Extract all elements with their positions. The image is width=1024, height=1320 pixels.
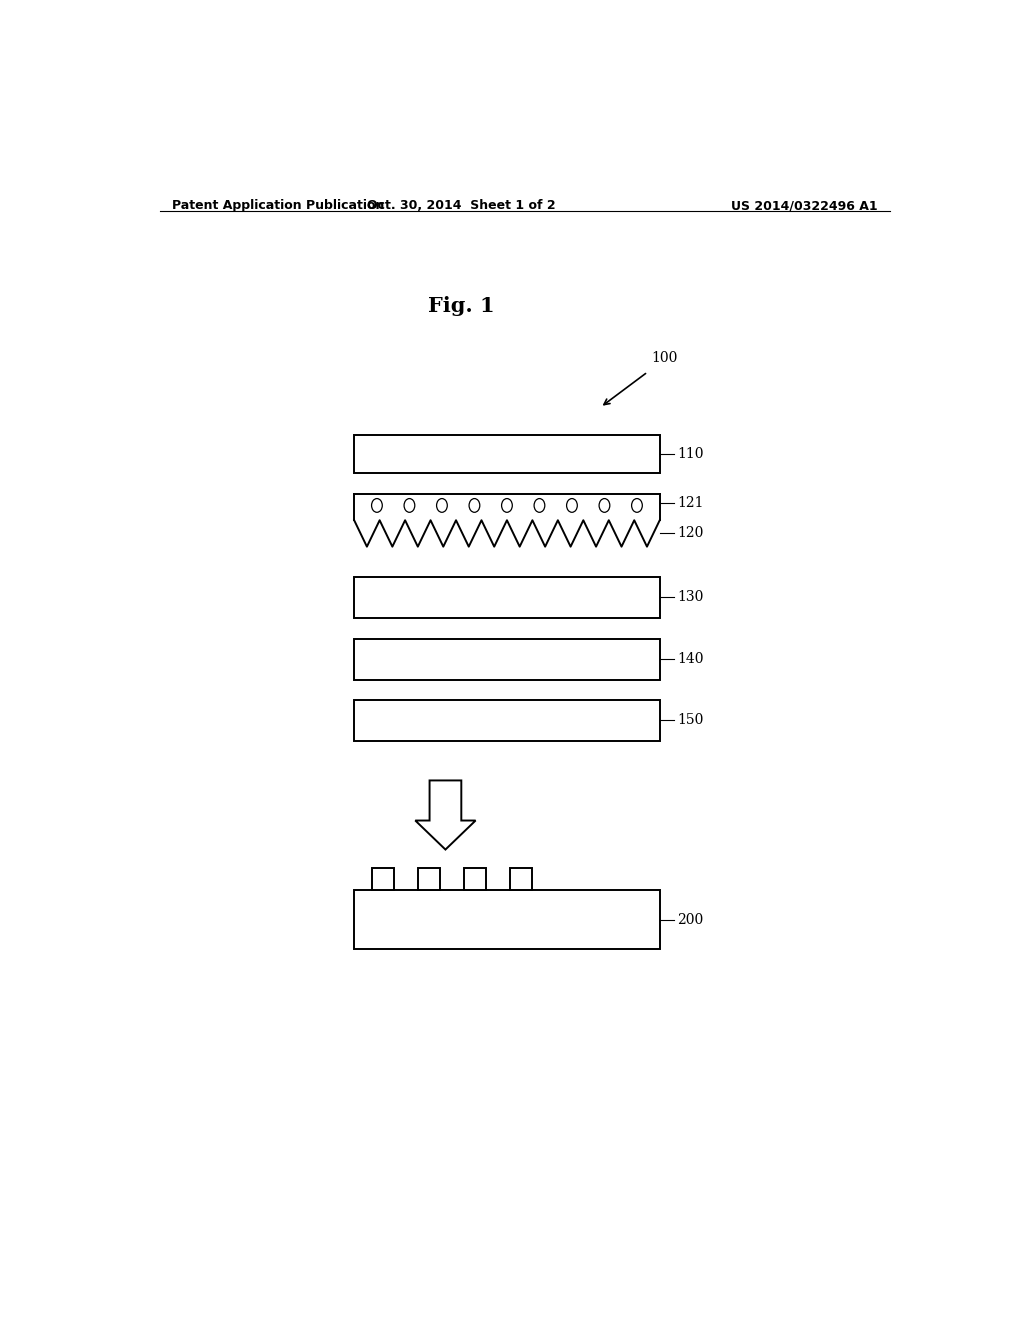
Text: Fig. 1: Fig. 1 xyxy=(428,296,495,315)
Bar xyxy=(354,577,659,618)
Bar xyxy=(372,867,394,890)
Text: 130: 130 xyxy=(677,590,703,605)
Text: 140: 140 xyxy=(677,652,703,667)
Bar xyxy=(354,434,659,474)
Circle shape xyxy=(632,499,642,512)
Polygon shape xyxy=(416,780,475,850)
Circle shape xyxy=(599,499,610,512)
Bar xyxy=(354,700,659,741)
Bar xyxy=(418,867,440,890)
Text: 110: 110 xyxy=(677,447,703,461)
Bar xyxy=(464,867,486,890)
Text: 200: 200 xyxy=(677,912,703,927)
Text: 121: 121 xyxy=(677,496,703,511)
Bar xyxy=(510,867,531,890)
Circle shape xyxy=(436,499,447,512)
Circle shape xyxy=(502,499,512,512)
Circle shape xyxy=(469,499,480,512)
Text: 100: 100 xyxy=(652,351,678,364)
Circle shape xyxy=(535,499,545,512)
Text: 150: 150 xyxy=(677,714,703,727)
Circle shape xyxy=(404,499,415,512)
Text: Oct. 30, 2014  Sheet 1 of 2: Oct. 30, 2014 Sheet 1 of 2 xyxy=(367,199,556,213)
Bar xyxy=(354,890,659,949)
Bar xyxy=(354,639,659,680)
Circle shape xyxy=(566,499,578,512)
Text: Patent Application Publication: Patent Application Publication xyxy=(172,199,384,213)
Text: 120: 120 xyxy=(677,527,703,540)
Text: US 2014/0322496 A1: US 2014/0322496 A1 xyxy=(731,199,878,213)
Circle shape xyxy=(372,499,382,512)
